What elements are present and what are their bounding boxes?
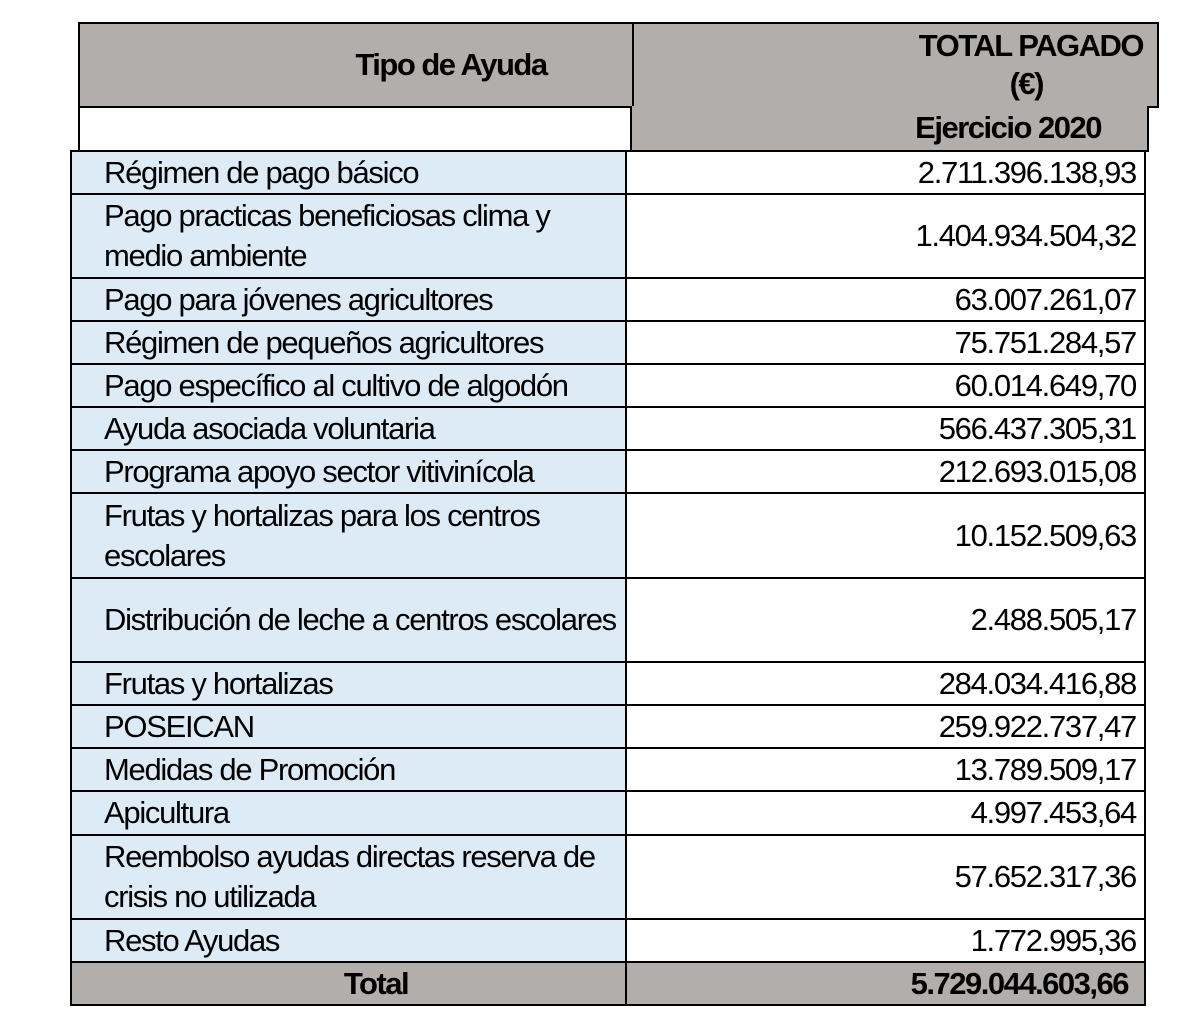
row-label-text: Reembolso ayudas directas reserva de cri… — [104, 839, 596, 914]
row-label: Frutas y hortalizas — [70, 661, 627, 706]
row-value: 60.014.649,70 — [625, 363, 1146, 408]
subheader-ejercicio: Ejercicio 2020 — [630, 106, 1149, 152]
header-tipo-de-ayuda: Tipo de Ayuda — [78, 22, 634, 108]
row-label: Resto Ayudas — [70, 918, 627, 963]
total-label: Total — [70, 961, 627, 1006]
row-label-text: Pago practicas beneficiosas clima y medi… — [104, 198, 551, 273]
row-value: 57.652.317,36 — [625, 834, 1146, 920]
row-label-text: Régimen de pequeños agricultores — [104, 324, 545, 360]
row-label-text: Pago específico al cultivo de algodón — [104, 367, 569, 403]
row-value-text: 1.772.995,36 — [970, 922, 1138, 958]
row-value-text: 212.693.015,08 — [938, 453, 1138, 489]
row-label: Régimen de pequeños agricultores — [70, 320, 627, 365]
row-value: 1.772.995,36 — [625, 918, 1146, 963]
row-value-text: 10.152.509,63 — [954, 517, 1138, 553]
row-label-text: Frutas y hortalizas para los centros esc… — [104, 497, 541, 573]
row-value-text: 63.007.261,07 — [954, 281, 1138, 317]
row-value: 284.034.416,88 — [625, 661, 1146, 706]
row-value-text: 2.488.505,17 — [970, 602, 1138, 637]
row-value: 10.152.509,63 — [625, 492, 1146, 579]
row-value: 63.007.261,07 — [625, 277, 1146, 322]
row-value: 2.488.505,17 — [625, 577, 1146, 663]
row-label: Programa apoyo sector vitivinícola — [70, 449, 627, 494]
row-label: Pago específico al cultivo de algodón — [70, 363, 627, 408]
row-label-text: Apicultura — [104, 795, 230, 830]
row-value-text: 2.711.396.138,93 — [917, 154, 1138, 190]
row-value: 259.922.737,47 — [625, 704, 1146, 749]
row-label: Medidas de Promoción — [70, 747, 627, 792]
row-value-text: 60.014.649,70 — [954, 367, 1138, 403]
row-label-text: Frutas y hortalizas — [104, 665, 334, 701]
row-value: 13.789.509,17 — [625, 747, 1146, 792]
row-label-text: Medidas de Promoción — [104, 751, 396, 787]
row-value-text: 259.922.737,47 — [938, 708, 1138, 744]
row-label: Apicultura — [70, 790, 627, 836]
row-label: Pago practicas beneficiosas clima y medi… — [70, 193, 627, 279]
row-label: POSEICAN — [70, 704, 627, 749]
row-label: Régimen de pago básico — [70, 150, 627, 195]
row-label: Ayuda asociada voluntaria — [70, 406, 627, 451]
total-value: 5.729.044.603,66 — [625, 961, 1146, 1006]
row-value: 566.437.305,31 — [625, 406, 1146, 451]
row-value: 4.997.453,64 — [625, 790, 1146, 836]
subheader-label: Ejercicio 2020 — [915, 110, 1102, 145]
header-total-pagado: TOTAL PAGADO (€) — [632, 22, 1159, 108]
row-value: 212.693.015,08 — [625, 449, 1146, 494]
row-label-text: Régimen de pago básico — [104, 154, 420, 190]
header-unit: (€) — [1009, 66, 1045, 101]
row-value: 2.711.396.138,93 — [625, 150, 1146, 195]
row-label-text: Programa apoyo sector vitivinícola — [104, 453, 535, 489]
row-label: Pago para jóvenes agricultores — [70, 277, 627, 322]
row-value: 75.751.284,57 — [625, 320, 1146, 365]
header-label: TOTAL PAGADO — [918, 28, 1145, 63]
row-label-text: Resto Ayudas — [104, 922, 280, 958]
row-value: 1.404.934.504,32 — [625, 193, 1146, 279]
row-value-text: 75.751.284,57 — [954, 324, 1138, 360]
total-value-text: 5.729.044.603,66 — [910, 965, 1130, 1001]
row-value-text: 566.437.305,31 — [938, 410, 1138, 446]
row-label: Frutas y hortalizas para los centros esc… — [70, 492, 627, 579]
row-label-text: POSEICAN — [104, 708, 255, 744]
row-label-text: Pago para jóvenes agricultores — [104, 281, 494, 317]
header-label: Tipo de Ayuda — [355, 47, 548, 82]
row-label: Distribución de leche a centros escolare… — [70, 577, 627, 663]
row-value-text: 13.789.509,17 — [954, 751, 1138, 787]
total-label-text: Total — [343, 965, 410, 1001]
row-label-text: Distribución de leche a centros escolare… — [104, 602, 617, 637]
row-value-text: 57.652.317,36 — [954, 859, 1138, 894]
row-value-text: 4.997.453,64 — [970, 795, 1138, 830]
row-label: Reembolso ayudas directas reserva de cri… — [70, 834, 627, 920]
row-value-text: 1.404.934.504,32 — [915, 218, 1137, 253]
row-label-text: Ayuda asociada voluntaria — [104, 410, 436, 446]
subheader-empty — [78, 106, 632, 152]
row-value-text: 284.034.416,88 — [938, 665, 1138, 701]
